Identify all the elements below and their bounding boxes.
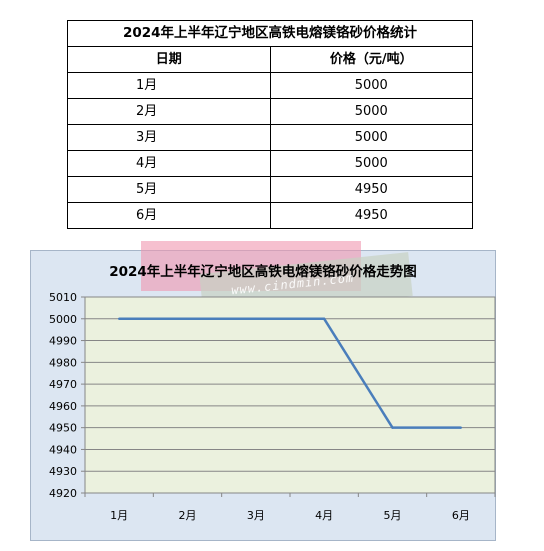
data-point <box>322 317 326 320</box>
y-tick-label: 4930 <box>49 465 77 478</box>
chart-panel: 2024年上半年辽宁地区高铁电熔镁铬砂价格走势图 www.cindmin.com… <box>30 241 496 541</box>
table-row: 5月 4950 <box>67 176 473 203</box>
y-tick-label: 4940 <box>49 443 77 456</box>
y-tick-label: 4990 <box>49 335 77 348</box>
x-tick-label: 6月 <box>452 509 470 522</box>
table-row: 2月 5000 <box>67 98 473 125</box>
y-tick-label: 4980 <box>49 356 77 369</box>
row-price: 5000 <box>269 124 473 151</box>
table-row: 1月 5000 <box>67 72 473 99</box>
y-tick-label: 4950 <box>49 422 77 435</box>
y-tick-label: 5010 <box>49 291 77 304</box>
x-tick-label: 2月 <box>179 509 197 522</box>
y-tick-label: 4920 <box>49 487 77 500</box>
price-table: 2024年上半年辽宁地区高铁电熔镁铬砂价格统计 日期 价格（元/吨） 1月 50… <box>67 20 473 229</box>
header-month: 日期 <box>67 46 271 73</box>
series-line <box>119 317 461 429</box>
row-month: 6月 <box>67 202 271 229</box>
x-tick-label: 5月 <box>384 509 402 522</box>
y-tick-label: 5000 <box>49 313 77 326</box>
x-tick-label: 1月 <box>110 509 128 522</box>
data-point <box>117 317 121 320</box>
plot-area <box>84 296 496 494</box>
x-tick-label: 3月 <box>247 509 265 522</box>
row-month: 4月 <box>67 150 271 177</box>
line-chart: 5010 5000 4990 4980 4970 4960 4950 4940 4930 4920… <box>49 291 496 522</box>
row-price: 4950 <box>269 202 473 229</box>
data-point <box>254 317 258 320</box>
y-tick-label: 4970 <box>49 378 77 391</box>
row-price: 5000 <box>269 72 473 99</box>
table-row: 6月 4950 <box>67 202 473 229</box>
data-point <box>186 317 189 320</box>
chart-title: 2024年上半年辽宁地区高铁电熔镁铬砂价格走势图 <box>109 264 417 280</box>
data-point <box>459 426 463 429</box>
table-header-row: 日期 价格（元/吨） <box>67 46 473 73</box>
row-month: 2月 <box>67 98 271 125</box>
table-row: 3月 5000 <box>67 124 473 151</box>
row-month: 5月 <box>67 176 271 203</box>
row-price: 5000 <box>269 98 473 125</box>
x-tick-label: 4月 <box>315 509 333 522</box>
row-price: 4950 <box>269 176 473 203</box>
header-price: 价格（元/吨） <box>269 46 473 73</box>
row-price: 5000 <box>269 150 473 177</box>
y-tick-label: 4960 <box>49 400 77 413</box>
row-month: 3月 <box>67 124 271 151</box>
table-title-row: 2024年上半年辽宁地区高铁电熔镁铬砂价格统计 <box>67 20 473 47</box>
data-point <box>391 426 394 429</box>
table-title: 2024年上半年辽宁地区高铁电熔镁铬砂价格统计 <box>67 20 473 47</box>
table-row: 4月 5000 <box>67 150 473 177</box>
row-month: 1月 <box>67 72 271 99</box>
